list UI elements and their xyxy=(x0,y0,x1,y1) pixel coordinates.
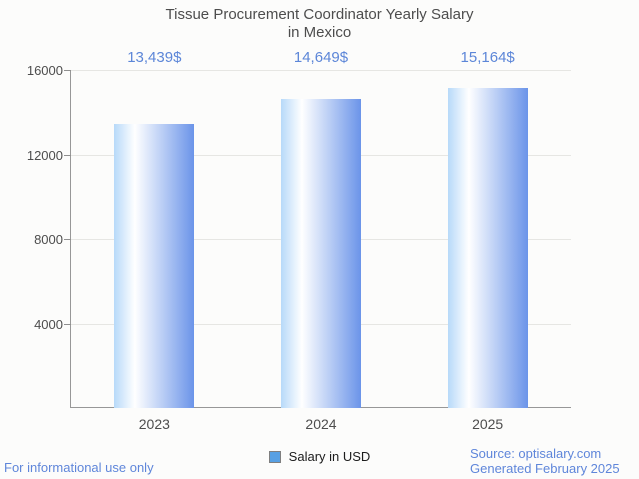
bar-value-label: 15,164$ xyxy=(460,49,515,66)
bar-value-label: 14,649$ xyxy=(293,49,349,66)
chart-title-line1: Tissue Procurement Coordinator Yearly Sa… xyxy=(165,6,474,23)
source-link[interactable]: Source: optisalary.com xyxy=(470,446,602,461)
generated-date: Generated February 2025 xyxy=(470,461,620,476)
bar-2025[interactable] xyxy=(447,87,528,408)
x-axis-label: 2025 xyxy=(472,416,504,432)
y-tick-mark xyxy=(64,323,71,325)
bar-2024[interactable] xyxy=(281,98,361,408)
legend-swatch-icon xyxy=(268,451,281,463)
y-tick-label: 16000 xyxy=(26,63,63,78)
plot-area: 4000 8000 12000 16000 13,439$ 2023 14,649$ 2024… xyxy=(27,50,571,431)
legend-label: Salary in USD xyxy=(288,449,371,464)
gridline xyxy=(71,70,571,71)
bar-value-label: 13,439$ xyxy=(127,49,182,66)
y-tick-mark xyxy=(64,70,71,71)
x-axis-label: 2024 xyxy=(305,416,337,432)
x-axis-label: 2023 xyxy=(138,416,170,432)
y-tick-mark xyxy=(64,154,71,156)
chart-title-line2: in Mexico xyxy=(287,24,352,41)
bar-2023[interactable] xyxy=(114,124,195,408)
y-tick-label: 8000 xyxy=(34,232,63,247)
y-tick-label: 4000 xyxy=(34,316,63,332)
source-block: Source: optisalary.com Generated Februar… xyxy=(470,446,620,476)
legend[interactable]: Salary in USD xyxy=(0,450,639,464)
y-tick-label: 12000 xyxy=(26,147,63,163)
disclaimer-text: For informational use only xyxy=(4,460,154,475)
chart-title: Tissue Procurement Coordinator Yearly Sa… xyxy=(0,6,639,42)
y-tick-mark xyxy=(64,239,71,240)
